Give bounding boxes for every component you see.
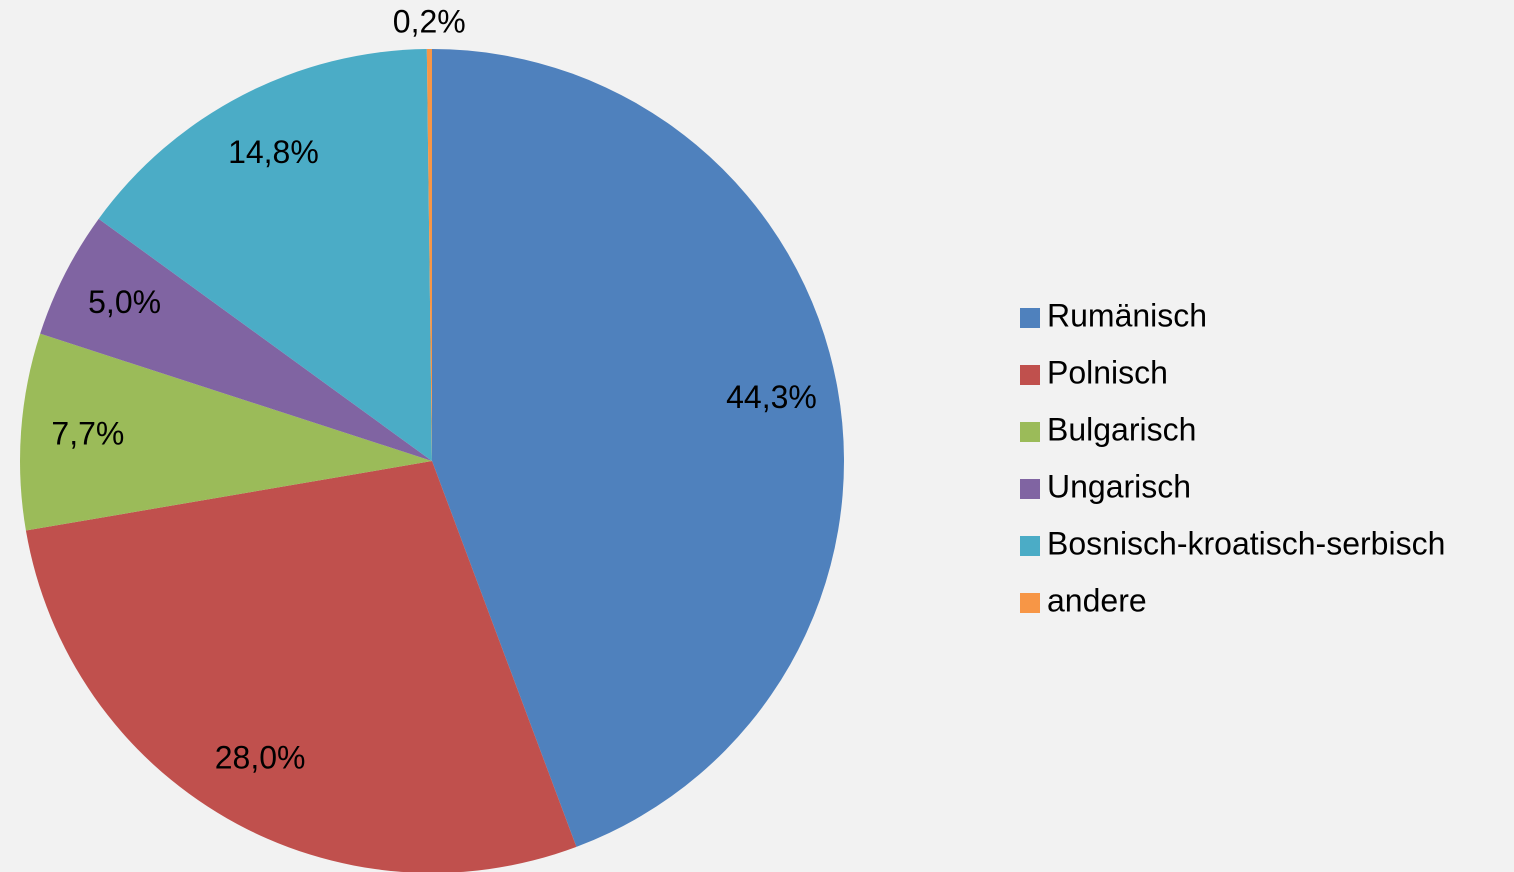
pie-slice (19, 333, 432, 531)
legend-swatch (1020, 593, 1040, 613)
legend-label: Bulgarisch (1047, 411, 1196, 447)
data-label: 7,7% (51, 416, 124, 452)
legend-label: andere (1047, 582, 1147, 618)
legend-swatch (1020, 536, 1040, 556)
legend-swatch (1020, 365, 1040, 385)
legend-label: Polnisch (1047, 354, 1168, 390)
data-label: 14,8% (228, 134, 319, 170)
pie-slice (98, 49, 432, 461)
legend-swatch (1020, 479, 1040, 499)
legend-label: Rumänisch (1047, 297, 1207, 333)
data-label: 28,0% (215, 740, 306, 776)
legend-label: Bosnisch-kroatisch-serbisch (1047, 525, 1445, 561)
pie-slice (25, 461, 577, 872)
data-label: 0,2% (393, 3, 466, 39)
legend-swatch (1020, 308, 1040, 328)
pie-slice (432, 49, 845, 847)
data-label: 44,3% (726, 379, 817, 415)
pie-slice (40, 218, 433, 461)
legend-swatch (1020, 422, 1040, 442)
legend-label: Ungarisch (1047, 468, 1191, 504)
pie-slice (426, 49, 432, 461)
data-label: 5,0% (88, 284, 161, 320)
